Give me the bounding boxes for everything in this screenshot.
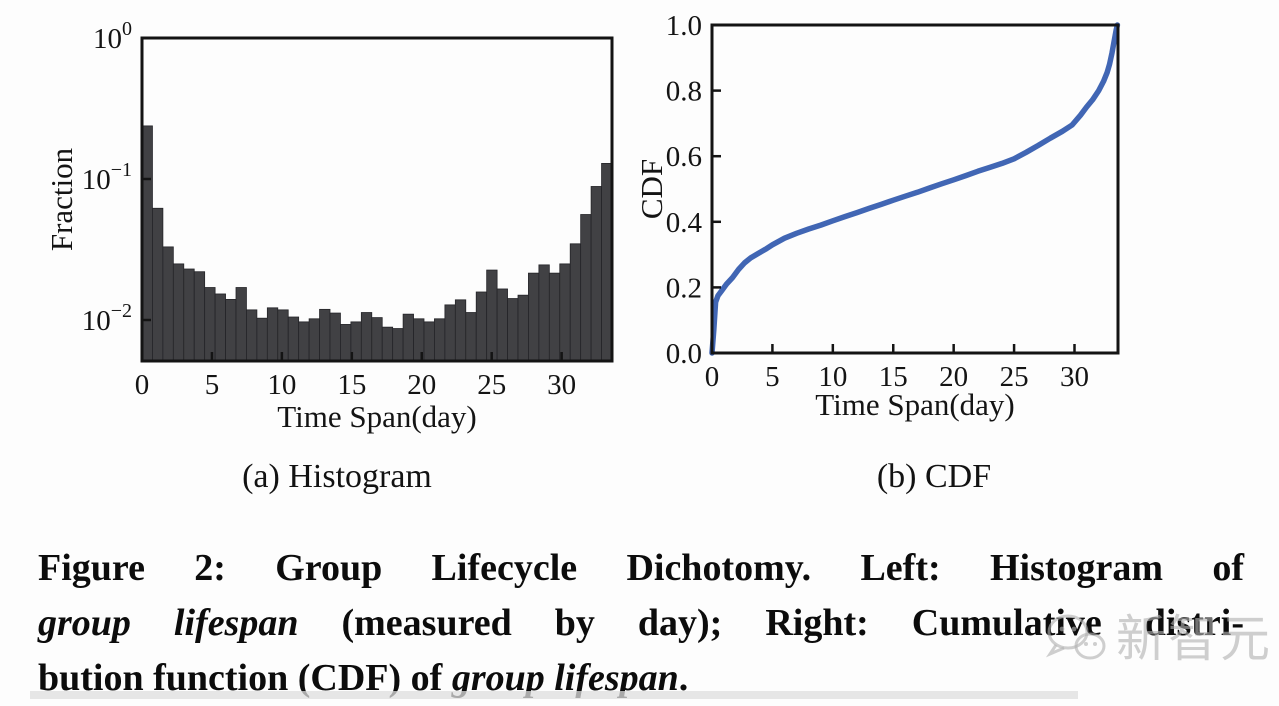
caption-line: Figure 2: Group Lifecycle Dichotomy. Lef… (38, 541, 1244, 596)
subcaption-histogram: (a) Histogram (242, 458, 432, 495)
x-tick-label: 10 (818, 361, 847, 393)
caption-segment: Figure 2: Group Lifecycle Dichotomy. Lef… (38, 547, 1244, 589)
histogram-bar (569, 243, 582, 362)
y-tick-label: 10−2 (82, 300, 132, 337)
histogram-bar (548, 272, 561, 362)
y-tick-label: 0.2 (666, 272, 702, 304)
histogram-bar (402, 313, 414, 362)
histogram-bar (308, 318, 320, 362)
histogram-bar (538, 264, 550, 362)
x-tick-label: 15 (337, 369, 366, 401)
caption-line: group lifespan (measured by day); Right:… (38, 596, 1244, 651)
histogram-bar (266, 307, 279, 362)
x-tick-label: 10 (267, 369, 296, 401)
histogram-bar (235, 287, 247, 362)
histogram-bar (329, 312, 341, 362)
x-tick-label: 0 (705, 361, 720, 393)
histogram-bar (517, 294, 529, 362)
histogram-bar (465, 312, 477, 362)
histogram-bar (444, 304, 456, 362)
x-tick-label: 20 (939, 361, 968, 393)
cdf-line (709, 22, 1121, 356)
histogram-bar (162, 246, 174, 362)
histogram-bar (601, 163, 613, 362)
figure-caption: Figure 2: Group Lifecycle Dichotomy. Lef… (38, 541, 1244, 706)
histogram-bar (496, 288, 508, 362)
plot-frame (710, 23, 1120, 355)
cropped-text-artifact (30, 691, 1078, 699)
y-tick-label: 1.0 (666, 10, 702, 42)
y-tick-label: 0.0 (666, 338, 702, 370)
histogram-bar (287, 316, 300, 362)
cdf-chart: 0 5 10 15 20 25 30 0.0 0.2 0.4 0.6 0.8 1.0 Time Span(… (634, 10, 1121, 422)
histogram-bar (486, 269, 498, 362)
histogram-bar (172, 263, 185, 362)
x-tick-label: 20 (407, 369, 436, 401)
x-tick-label: 15 (879, 361, 908, 393)
histogram-bar (183, 268, 195, 362)
caption-italic-segment: group lifespan (38, 602, 299, 644)
histogram-bar (360, 312, 373, 362)
histogram-bar (256, 317, 268, 362)
caption-segment: (measured by day); Right: Cumulative dis… (298, 602, 1244, 644)
y-tick-label: 10−1 (82, 159, 132, 196)
histogram-bar (423, 321, 435, 362)
plot-frame (140, 36, 614, 363)
x-tick-label: 25 (1000, 361, 1029, 393)
y-tick-label: 100 (93, 18, 132, 55)
y-axis-label: Fraction (44, 147, 79, 251)
histogram-bar (319, 308, 331, 362)
histogram-bar (381, 326, 394, 362)
histogram-bar (225, 298, 237, 362)
x-tick-label: 30 (547, 369, 576, 401)
y-axis-label: CDF (634, 159, 669, 219)
histogram-chart: 0 5 10 15 20 25 30 100 10−1 10−2 Time Span(day) Fra… (44, 18, 614, 434)
x-tick-label: 25 (477, 369, 506, 401)
histogram-bar (392, 328, 404, 362)
histogram-bar (559, 263, 571, 362)
y-tick-label: 0.8 (666, 76, 702, 108)
histogram-bar (340, 324, 352, 362)
y-tick-label: 0.4 (666, 207, 703, 239)
histogram-bar (475, 291, 488, 362)
x-tick-label: 5 (765, 361, 780, 393)
x-axis-label: Time Span(day) (277, 399, 477, 434)
caption-segment: . (678, 657, 689, 699)
histogram-bar (246, 309, 258, 362)
histogram-bars (141, 125, 613, 362)
histogram-bar (214, 293, 226, 362)
x-tick-label: 0 (135, 369, 150, 401)
histogram-bar (371, 317, 383, 362)
histogram-bar (590, 186, 602, 362)
histogram-bar (298, 321, 310, 362)
histogram-bar (580, 214, 592, 362)
histogram-bar (204, 287, 216, 362)
histogram-bar (141, 125, 153, 362)
x-tick-label: 5 (205, 369, 220, 401)
y-tick-label: 0.6 (666, 141, 702, 173)
histogram-bar (507, 298, 519, 362)
subcaption-cdf: (b) CDF (876, 458, 992, 495)
histogram-bar (193, 271, 206, 362)
x-axis-label: Time Span(day) (815, 387, 1015, 422)
histogram-bar (528, 272, 540, 362)
histogram-bar (454, 299, 467, 362)
histogram-bar (434, 318, 446, 362)
x-tick-label: 30 (1060, 361, 1089, 393)
histogram-bar (152, 207, 164, 362)
